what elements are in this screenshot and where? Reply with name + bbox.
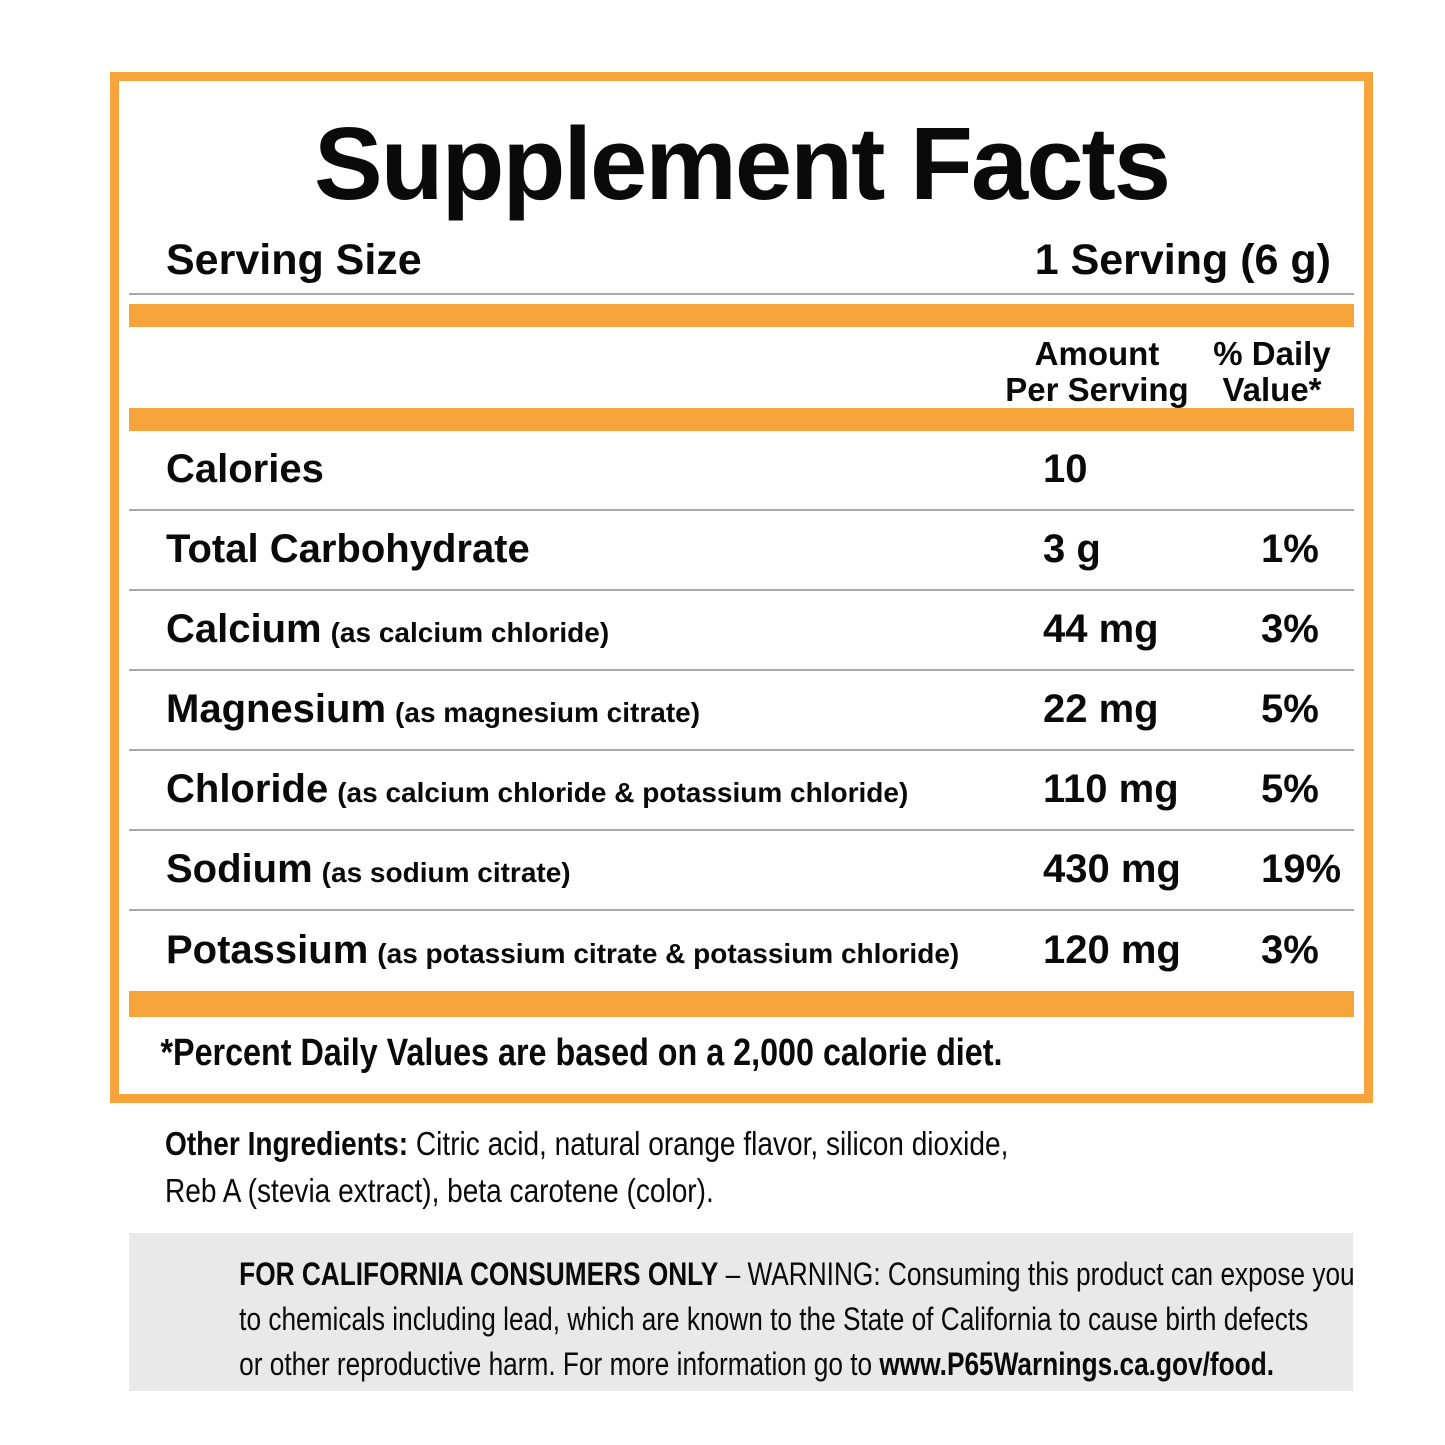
amount-cell: 120 mg [1043,928,1181,973]
nutrient-name-cell: Total Carbohydrate [129,527,1043,572]
serving-size-label: Serving Size [166,236,422,285]
nutrient-source: (as magnesium citrate) [395,697,701,729]
daily-value-cell: 1% [1261,527,1319,572]
orange-bar-header [129,407,1354,431]
supplement-facts-panel: Supplement Facts Serving Size 1 Serving … [110,72,1373,1103]
daily-value-cell: 3% [1261,928,1319,973]
california-warning-box: FOR CALIFORNIA CONSUMERS ONLY – WARNING:… [129,1233,1355,1391]
amount-cell: 110 mg [1043,767,1179,812]
daily-value-footnote: *Percent Daily Values are based on a 2,0… [160,1031,1003,1074]
table-row: Calories 10 [129,431,1354,511]
warning-line3: or other reproductive harm. For more inf… [239,1342,1274,1387]
column-header-row: Amount Per Serving % Daily Value* [129,334,1354,408]
amount-header-line2: Per Serving [1005,370,1189,408]
daily-value-column-header: % Daily Value* [1160,334,1384,408]
table-row: Chloride (as calcium chloride & potassium… [129,751,1354,831]
nutrient-name-cell: Potassium (as potassium citrate & potassi… [129,928,1043,973]
warning-line1: FOR CALIFORNIA CONSUMERS ONLY – WARNING:… [239,1252,1354,1297]
other-ingredients-line2: Reb A (stevia extract), beta carotene (c… [165,1172,714,1209]
serving-divider-rule [129,292,1354,295]
table-row: Total Carbohydrate 3 g 1% [129,511,1354,591]
other-ingredients-label: Other Ingredients: [165,1125,409,1162]
dv-header-line2: Value* [1222,370,1322,408]
nutrient-name-cell: Sodium (as sodium citrate) [129,847,1043,892]
amount-header-line1: Amount [1034,334,1160,372]
other-ingredients-line1: Other Ingredients: Citric acid, natural … [165,1120,1008,1167]
warning-line3-text: or other reproductive harm. For more inf… [239,1346,880,1382]
nutrient-name-cell: Magnesium (as magnesium citrate) [129,687,1043,732]
nutrient-name-cell: Calcium (as calcium chloride) [129,607,1043,652]
serving-size-value: 1 Serving (6 g) [1034,236,1331,285]
nutrient-source: (as potassium citrate & potassium chlori… [377,938,960,970]
table-row: Calcium (as calcium chloride) 44 mg 3% [129,591,1354,671]
daily-value-cell: 5% [1261,767,1319,812]
table-row: Potassium (as potassium citrate & potassi… [129,911,1354,991]
warning-line1-text: – WARNING: Consuming this product can ex… [718,1256,1355,1292]
nutrient-name: Chloride [166,767,329,812]
panel-title: Supplement Facts [313,106,1171,221]
amount-cell: 430 mg [1043,847,1181,892]
nutrient-source: (as calcium chloride) [330,617,610,649]
nutrient-name-cell: Chloride (as calcium chloride & potassium… [129,767,1043,812]
orange-bar-top [129,303,1354,327]
dv-header-line1: % Daily [1213,334,1331,372]
amount-cell: 3 g [1043,527,1101,572]
daily-value-cell: 5% [1261,687,1319,732]
nutrient-name-cell: Calories [129,447,1043,492]
other-ingredients: Other Ingredients: Citric acid, natural … [165,1120,1157,1214]
other-ingredients-line1-text: Citric acid, natural orange flavor, sili… [408,1125,1009,1162]
nutrient-name: Calcium [166,607,322,652]
amount-cell: 10 [1043,447,1088,492]
amount-cell: 44 mg [1043,607,1159,652]
nutrient-name: Sodium [166,847,313,892]
nutrient-name: Total Carbohydrate [166,527,530,572]
orange-bar-bottom [129,990,1354,1017]
table-row: Sodium (as sodium citrate) 430 mg 19% [129,831,1354,911]
amount-column-header: Amount Per Serving [957,334,1237,408]
warning-heading: FOR CALIFORNIA CONSUMERS ONLY [239,1256,719,1292]
serving-size-row: Serving Size 1 Serving (6 g) [129,236,1354,285]
warning-line2: to chemicals including lead, which are k… [239,1301,1309,1337]
nutrient-source: (as calcium chloride & potassium chlorid… [337,777,909,809]
nutrient-source: (as sodium citrate) [321,857,571,889]
nutrient-name: Potassium [166,928,369,973]
nutrient-name: Calories [166,447,324,492]
warning-url: www.P65Warnings.ca.gov/food. [879,1346,1275,1382]
daily-value-cell: 3% [1261,607,1319,652]
table-row: Magnesium (as magnesium citrate) 22 mg 5% [129,671,1354,751]
daily-value-cell: 19% [1261,847,1342,892]
facts-rows: Calories 10 Total Carbohydrate 3 g 1% Calcium… [129,431,1354,991]
nutrient-name: Magnesium [166,687,387,732]
amount-cell: 22 mg [1043,687,1159,732]
